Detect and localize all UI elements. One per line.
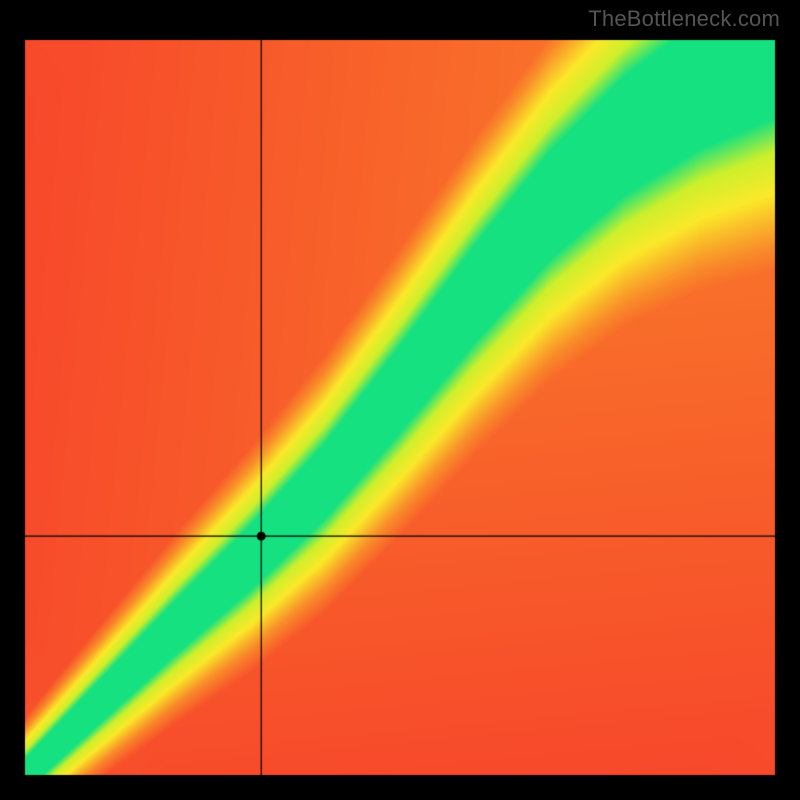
watermark-text: TheBottleneck.com bbox=[588, 6, 780, 32]
heatmap-canvas bbox=[0, 0, 800, 800]
chart-container: TheBottleneck.com bbox=[0, 0, 800, 800]
